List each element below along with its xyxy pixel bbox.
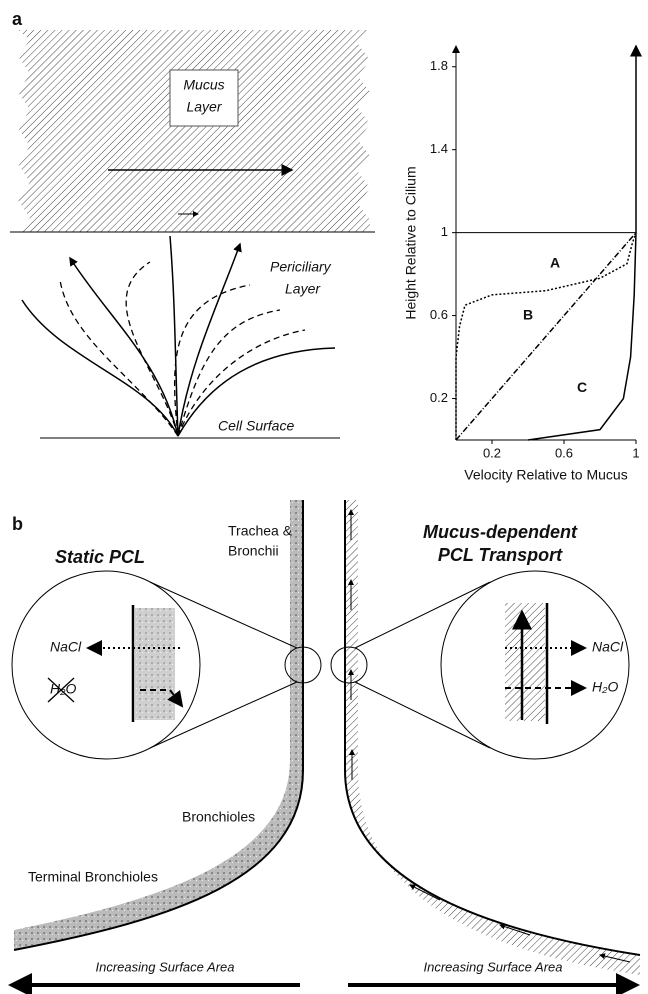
label-box bbox=[169, 69, 239, 127]
transport-title: Mucus-dependent bbox=[423, 522, 578, 542]
airway-wall bbox=[13, 500, 304, 951]
x-tick-label: 0.6 bbox=[555, 445, 573, 460]
surface-label: Increasing Surface Area bbox=[424, 959, 563, 974]
panel-label: a bbox=[12, 9, 23, 29]
static-layer bbox=[135, 608, 175, 720]
y-tick-label: 0.2 bbox=[430, 390, 448, 405]
static-title: Static PCL bbox=[55, 547, 145, 567]
bronchioles-label: Bronchioles bbox=[182, 809, 255, 825]
blocked-mark bbox=[47, 677, 75, 703]
moving-layer bbox=[505, 603, 545, 721]
flow-arrows bbox=[348, 509, 631, 963]
surface-label: Increasing Surface Area bbox=[96, 959, 235, 974]
airway-wall bbox=[344, 500, 641, 956]
mucus-layer bbox=[18, 30, 370, 232]
curve-label: B bbox=[523, 306, 533, 322]
curve-label: C bbox=[577, 379, 587, 395]
mucus-label: Mucus bbox=[183, 77, 224, 93]
transport-title: PCL Transport bbox=[438, 545, 563, 565]
curve bbox=[455, 232, 637, 441]
trachea-label: Trachea & bbox=[228, 523, 293, 539]
curve bbox=[527, 44, 642, 441]
pcl-label: Layer bbox=[285, 281, 321, 297]
x-tick-label: 1 bbox=[632, 445, 639, 460]
y-tick-label: 1.4 bbox=[430, 141, 448, 156]
x-axis-label: Velocity Relative to Mucus bbox=[464, 467, 627, 483]
cell-surface-label: Cell Surface bbox=[218, 418, 294, 434]
y-tick-label: 1.8 bbox=[430, 58, 448, 73]
cilia bbox=[21, 235, 336, 437]
nacl-label: NaCl bbox=[592, 639, 624, 655]
water-arrow bbox=[140, 689, 184, 708]
panel-label: b bbox=[12, 514, 23, 534]
nacl-label: NaCl bbox=[50, 639, 82, 655]
curve-label: A bbox=[550, 254, 560, 270]
x-tick-label: 0.2 bbox=[483, 445, 501, 460]
h2o-label: H₂O bbox=[592, 679, 618, 695]
y-tick-label: 0.6 bbox=[430, 307, 448, 322]
trachea-label: Bronchii bbox=[228, 543, 279, 559]
y-axis-label: Height Relative to Cilium bbox=[403, 166, 419, 319]
y-tick-label: 1 bbox=[441, 224, 448, 239]
terminal-label: Terminal Bronchioles bbox=[28, 869, 158, 885]
mucus-label: Layer bbox=[186, 99, 222, 115]
cilia-recovery bbox=[59, 261, 306, 437]
pcl-label: Periciliary bbox=[270, 259, 332, 275]
